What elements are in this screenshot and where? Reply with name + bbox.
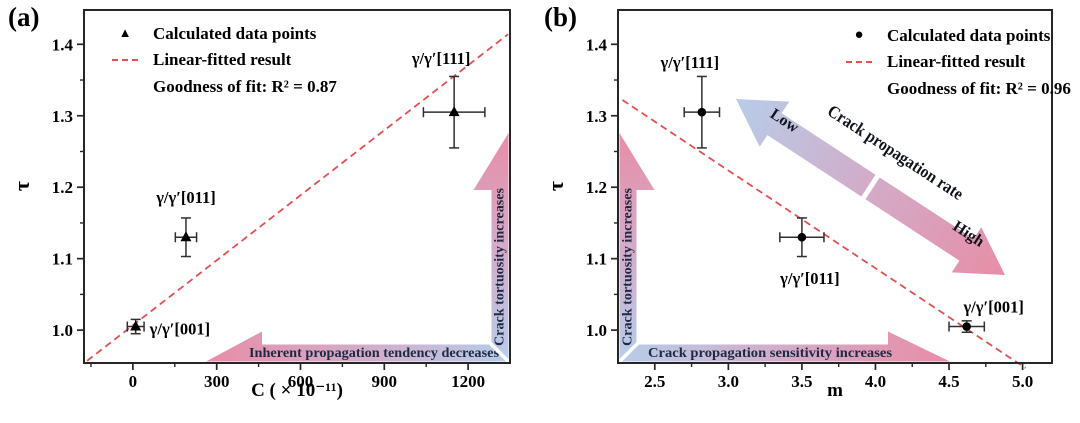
diagonal-arrow-gap <box>859 171 882 203</box>
arrow-mitre-divider <box>615 340 641 366</box>
legend-panel-b: ● Calculated data points Linear-fitted r… <box>846 22 1071 102</box>
x-tick-label: 0 <box>129 372 138 391</box>
y-tick-label: 1.1 <box>586 250 607 269</box>
goodness-of-fit-note: Goodness of fit: R² = 0.87 <box>153 76 337 96</box>
x-axis-label-a: C ( × 10⁻¹¹) <box>251 380 343 401</box>
y-tick-label: 1.2 <box>52 178 73 197</box>
y-tick-label: 1.3 <box>586 107 607 126</box>
side-gradient-arrow <box>619 133 655 362</box>
triangle-marker-icon: ▲ <box>118 25 132 41</box>
legend-label: Calculated data points <box>153 23 317 43</box>
x-tick-label: 2.5 <box>644 372 665 391</box>
data-point-marker <box>962 322 971 331</box>
x-tick-label: 5.0 <box>1012 372 1033 391</box>
side-arrow-label: Crack tortuosity increases <box>621 187 636 346</box>
data-point-marker <box>797 232 807 242</box>
legend-label: Linear-fitted result <box>887 52 1026 72</box>
dashed-line-icon <box>112 58 138 61</box>
bottom-gradient-arrow <box>619 331 950 362</box>
y-tick-label: 1.1 <box>52 250 73 269</box>
x-tick-label: 900 <box>372 372 398 391</box>
x-tick-label: 600 <box>288 372 314 391</box>
y-tick-label: 1.2 <box>586 178 607 197</box>
arrow-mitre-divider <box>487 340 513 366</box>
legend-row: ▲ Calculated data points <box>112 20 337 47</box>
y-tick-label: 1.4 <box>52 35 74 54</box>
legend-row: Goodness of fit: R² = 0.87 <box>112 73 337 100</box>
legend-row: ● Calculated data points <box>846 22 1071 49</box>
y-axis-label-b: τ <box>543 180 568 192</box>
x-tick-label: 300 <box>204 372 230 391</box>
panel-b-label: (b) <box>544 2 577 32</box>
data-point-label: γ/γ′[011] <box>779 269 840 288</box>
y-tick-label: 1.3 <box>52 107 73 126</box>
legend-row: Linear-fitted result <box>112 47 337 74</box>
panel-a-label: (a) <box>8 2 40 32</box>
y-tick-label: 1.0 <box>586 321 607 340</box>
y-axis-label-a: τ <box>9 180 34 192</box>
x-tick-label: 3.0 <box>718 372 739 391</box>
bottom-gradient-arrow <box>206 331 509 362</box>
circle-marker-icon: ● <box>854 26 864 43</box>
bottom-arrow-label: Crack propagation sensitivity increases <box>648 346 893 361</box>
bottom-arrow-label: Inherent propagation tendency decreases <box>249 346 500 361</box>
data-point-label: γ/γ′[111] <box>660 53 720 72</box>
y-tick-label: 1.0 <box>52 321 73 340</box>
x-axis-label-b: m <box>827 380 843 401</box>
data-point-label: γ/γ′[001] <box>149 320 210 339</box>
y-tick-label: 1.4 <box>586 35 608 54</box>
legend-label: Linear-fitted result <box>153 50 292 70</box>
data-point-label: γ/γ′[001] <box>962 298 1023 317</box>
dashed-line-icon <box>846 60 872 63</box>
legend-row: Linear-fitted result <box>846 49 1071 76</box>
x-tick-label: 1200 <box>451 372 485 391</box>
x-tick-label: 4.5 <box>938 372 959 391</box>
goodness-of-fit-note: Goodness of fit: R² = 0.96 <box>887 78 1071 98</box>
legend-panel-a: ▲ Calculated data points Linear-fitted r… <box>112 20 337 100</box>
linear-fit-line <box>86 33 509 362</box>
legend-label: Calculated data points <box>887 25 1051 45</box>
data-point-marker <box>130 320 142 331</box>
legend-row: Goodness of fit: R² = 0.96 <box>846 75 1071 102</box>
x-tick-label: 3.5 <box>791 372 812 391</box>
data-point-label: γ/γ′[111] <box>411 49 471 68</box>
data-point-marker <box>697 107 707 117</box>
side-gradient-arrow <box>473 133 509 362</box>
data-point-marker <box>180 231 192 242</box>
x-tick-label: 4.0 <box>865 372 886 391</box>
data-point-marker <box>448 106 460 117</box>
data-point-label: γ/γ′[011] <box>155 188 216 207</box>
side-arrow-label: Crack tortuosity increases <box>493 187 508 346</box>
